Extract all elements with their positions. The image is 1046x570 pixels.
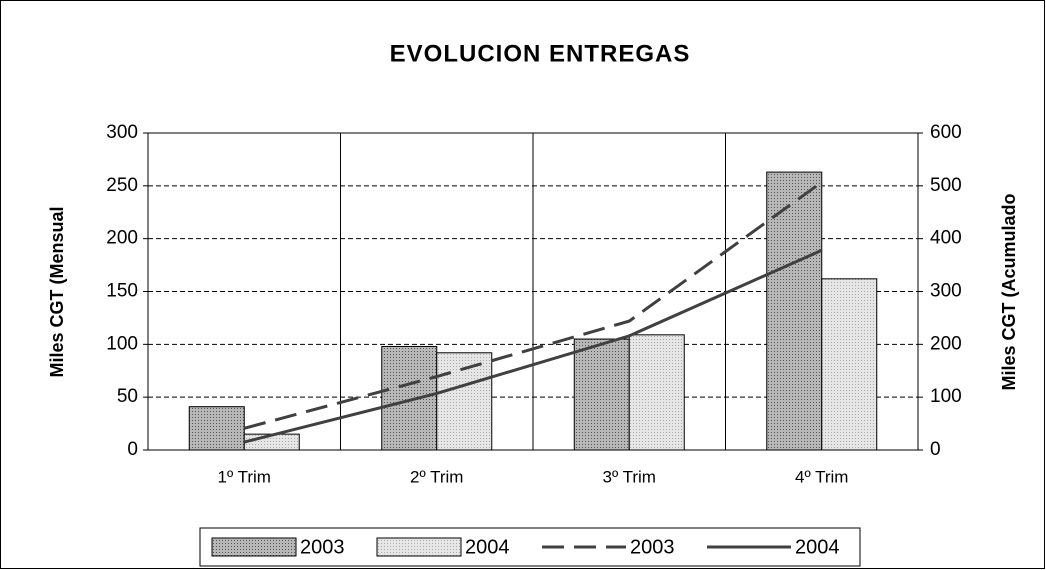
legend: 2003 2004 2003 2004	[199, 527, 861, 567]
y-axis-label: Miles CGT (Mensual	[47, 206, 67, 377]
y2-tick-label: 200	[930, 333, 962, 354]
x-tick-label: 4º Trim	[795, 467, 848, 486]
line	[243, 248, 823, 444]
line	[243, 180, 823, 430]
y-tick-label: 100	[106, 333, 138, 354]
y2-tick-label: 100	[930, 386, 962, 407]
y2-tick-label: 300	[930, 281, 962, 302]
legend-swatch	[211, 537, 297, 557]
bar	[821, 278, 878, 451]
y2-axis-label: Miles CGT (Acumulado	[999, 193, 1019, 390]
y2-tick-label: 0	[930, 439, 941, 460]
x-tick-label: 1º Trim	[218, 467, 271, 486]
y-tick-label: 150	[106, 281, 138, 302]
y-tick-label: 200	[106, 228, 138, 249]
bar	[628, 334, 685, 451]
y2-tick-label: 400	[930, 228, 962, 249]
legend-label: 2004	[465, 536, 510, 558]
bar	[381, 345, 438, 451]
y-tick-label: 0	[127, 439, 138, 460]
x-tick-label: 3º Trim	[603, 467, 656, 486]
legend-label: 2003	[630, 536, 675, 558]
bar	[766, 171, 823, 451]
x-tick-label: 2º Trim	[410, 467, 463, 486]
y-tick-label: 250	[106, 175, 138, 196]
bar	[573, 338, 630, 451]
chart-title: EVOLUCION ENTREGAS	[390, 40, 691, 67]
y-tick-label: 300	[106, 122, 138, 143]
y2-tick-label: 600	[930, 122, 962, 143]
legend-label: 2004	[795, 536, 840, 558]
plot-border	[147, 132, 919, 451]
legend-swatch	[376, 537, 462, 557]
legend-label: 2003	[300, 536, 345, 558]
y2-tick-label: 500	[930, 175, 962, 196]
y-tick-label: 50	[117, 386, 138, 407]
bar	[188, 406, 245, 451]
